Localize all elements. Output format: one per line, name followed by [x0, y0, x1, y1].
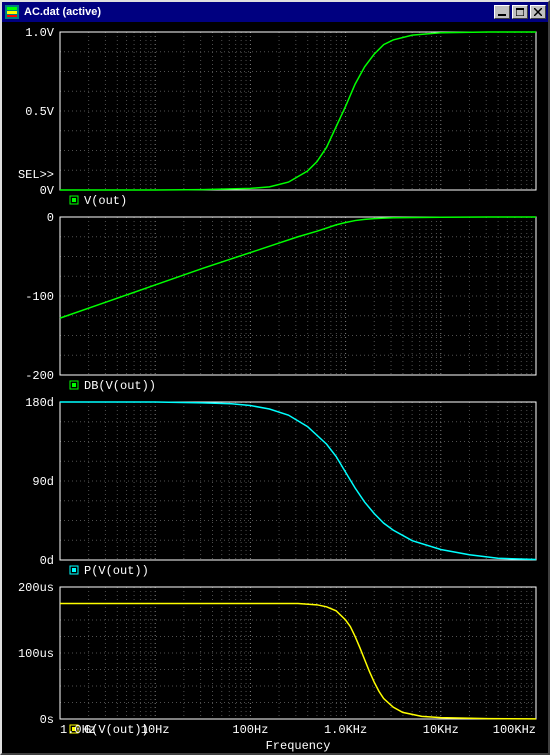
- y-tick-label: 0.5V: [25, 105, 55, 119]
- y-tick-label: 100us: [18, 647, 54, 661]
- y-tick-label: 180d: [25, 396, 54, 410]
- legend-label: DB(V(out)): [84, 379, 156, 393]
- window-title: AC.dat (active): [24, 6, 492, 18]
- x-tick-label: 100Hz: [232, 723, 268, 737]
- app-icon: [4, 4, 20, 20]
- y-tick-label: 200us: [18, 581, 54, 595]
- panel-group-delay-trace: [60, 604, 536, 719]
- y-tick-label: -100: [25, 290, 54, 304]
- window-buttons: [492, 5, 546, 19]
- y-tick-label: 0V: [40, 184, 55, 198]
- titlebar[interactable]: AC.dat (active): [2, 2, 548, 22]
- x-tick-label: 10KHz: [423, 723, 459, 737]
- y-tick-label: 90d: [32, 475, 54, 489]
- minimize-button[interactable]: [494, 5, 510, 19]
- y-tick-label: -200: [25, 369, 54, 383]
- plot-svg: 0V 0.5V 1.0V SEL>> V(out) -200 -100 0 DB(V(out))…: [2, 22, 548, 753]
- x-tick-label: 1.0Hz: [60, 723, 96, 737]
- x-tick-label: 10Hz: [141, 723, 170, 737]
- y-tick-label: 0: [47, 211, 54, 225]
- x-tick-label: 100KHz: [493, 723, 536, 737]
- maximize-button[interactable]: [512, 5, 528, 19]
- y-tick-label: 0d: [40, 554, 54, 568]
- x-tick-label: 1.0KHz: [324, 723, 367, 737]
- app-window: AC.dat (active) 0V 0.5V 1.0V SEL>> V(out) -20…: [0, 0, 550, 755]
- legend-label: V(out): [84, 194, 127, 208]
- panel-db-trace: [60, 217, 536, 318]
- sel-marker: SEL>>: [18, 168, 54, 182]
- x-axis-label: Frequency: [266, 739, 331, 753]
- y-tick-label: 1.0V: [25, 26, 55, 40]
- legend-label: P(V(out)): [84, 564, 149, 578]
- chart-area[interactable]: 0V 0.5V 1.0V SEL>> V(out) -200 -100 0 DB(V(out))…: [2, 22, 548, 753]
- close-button[interactable]: [530, 5, 546, 19]
- y-tick-label: 0s: [40, 713, 54, 727]
